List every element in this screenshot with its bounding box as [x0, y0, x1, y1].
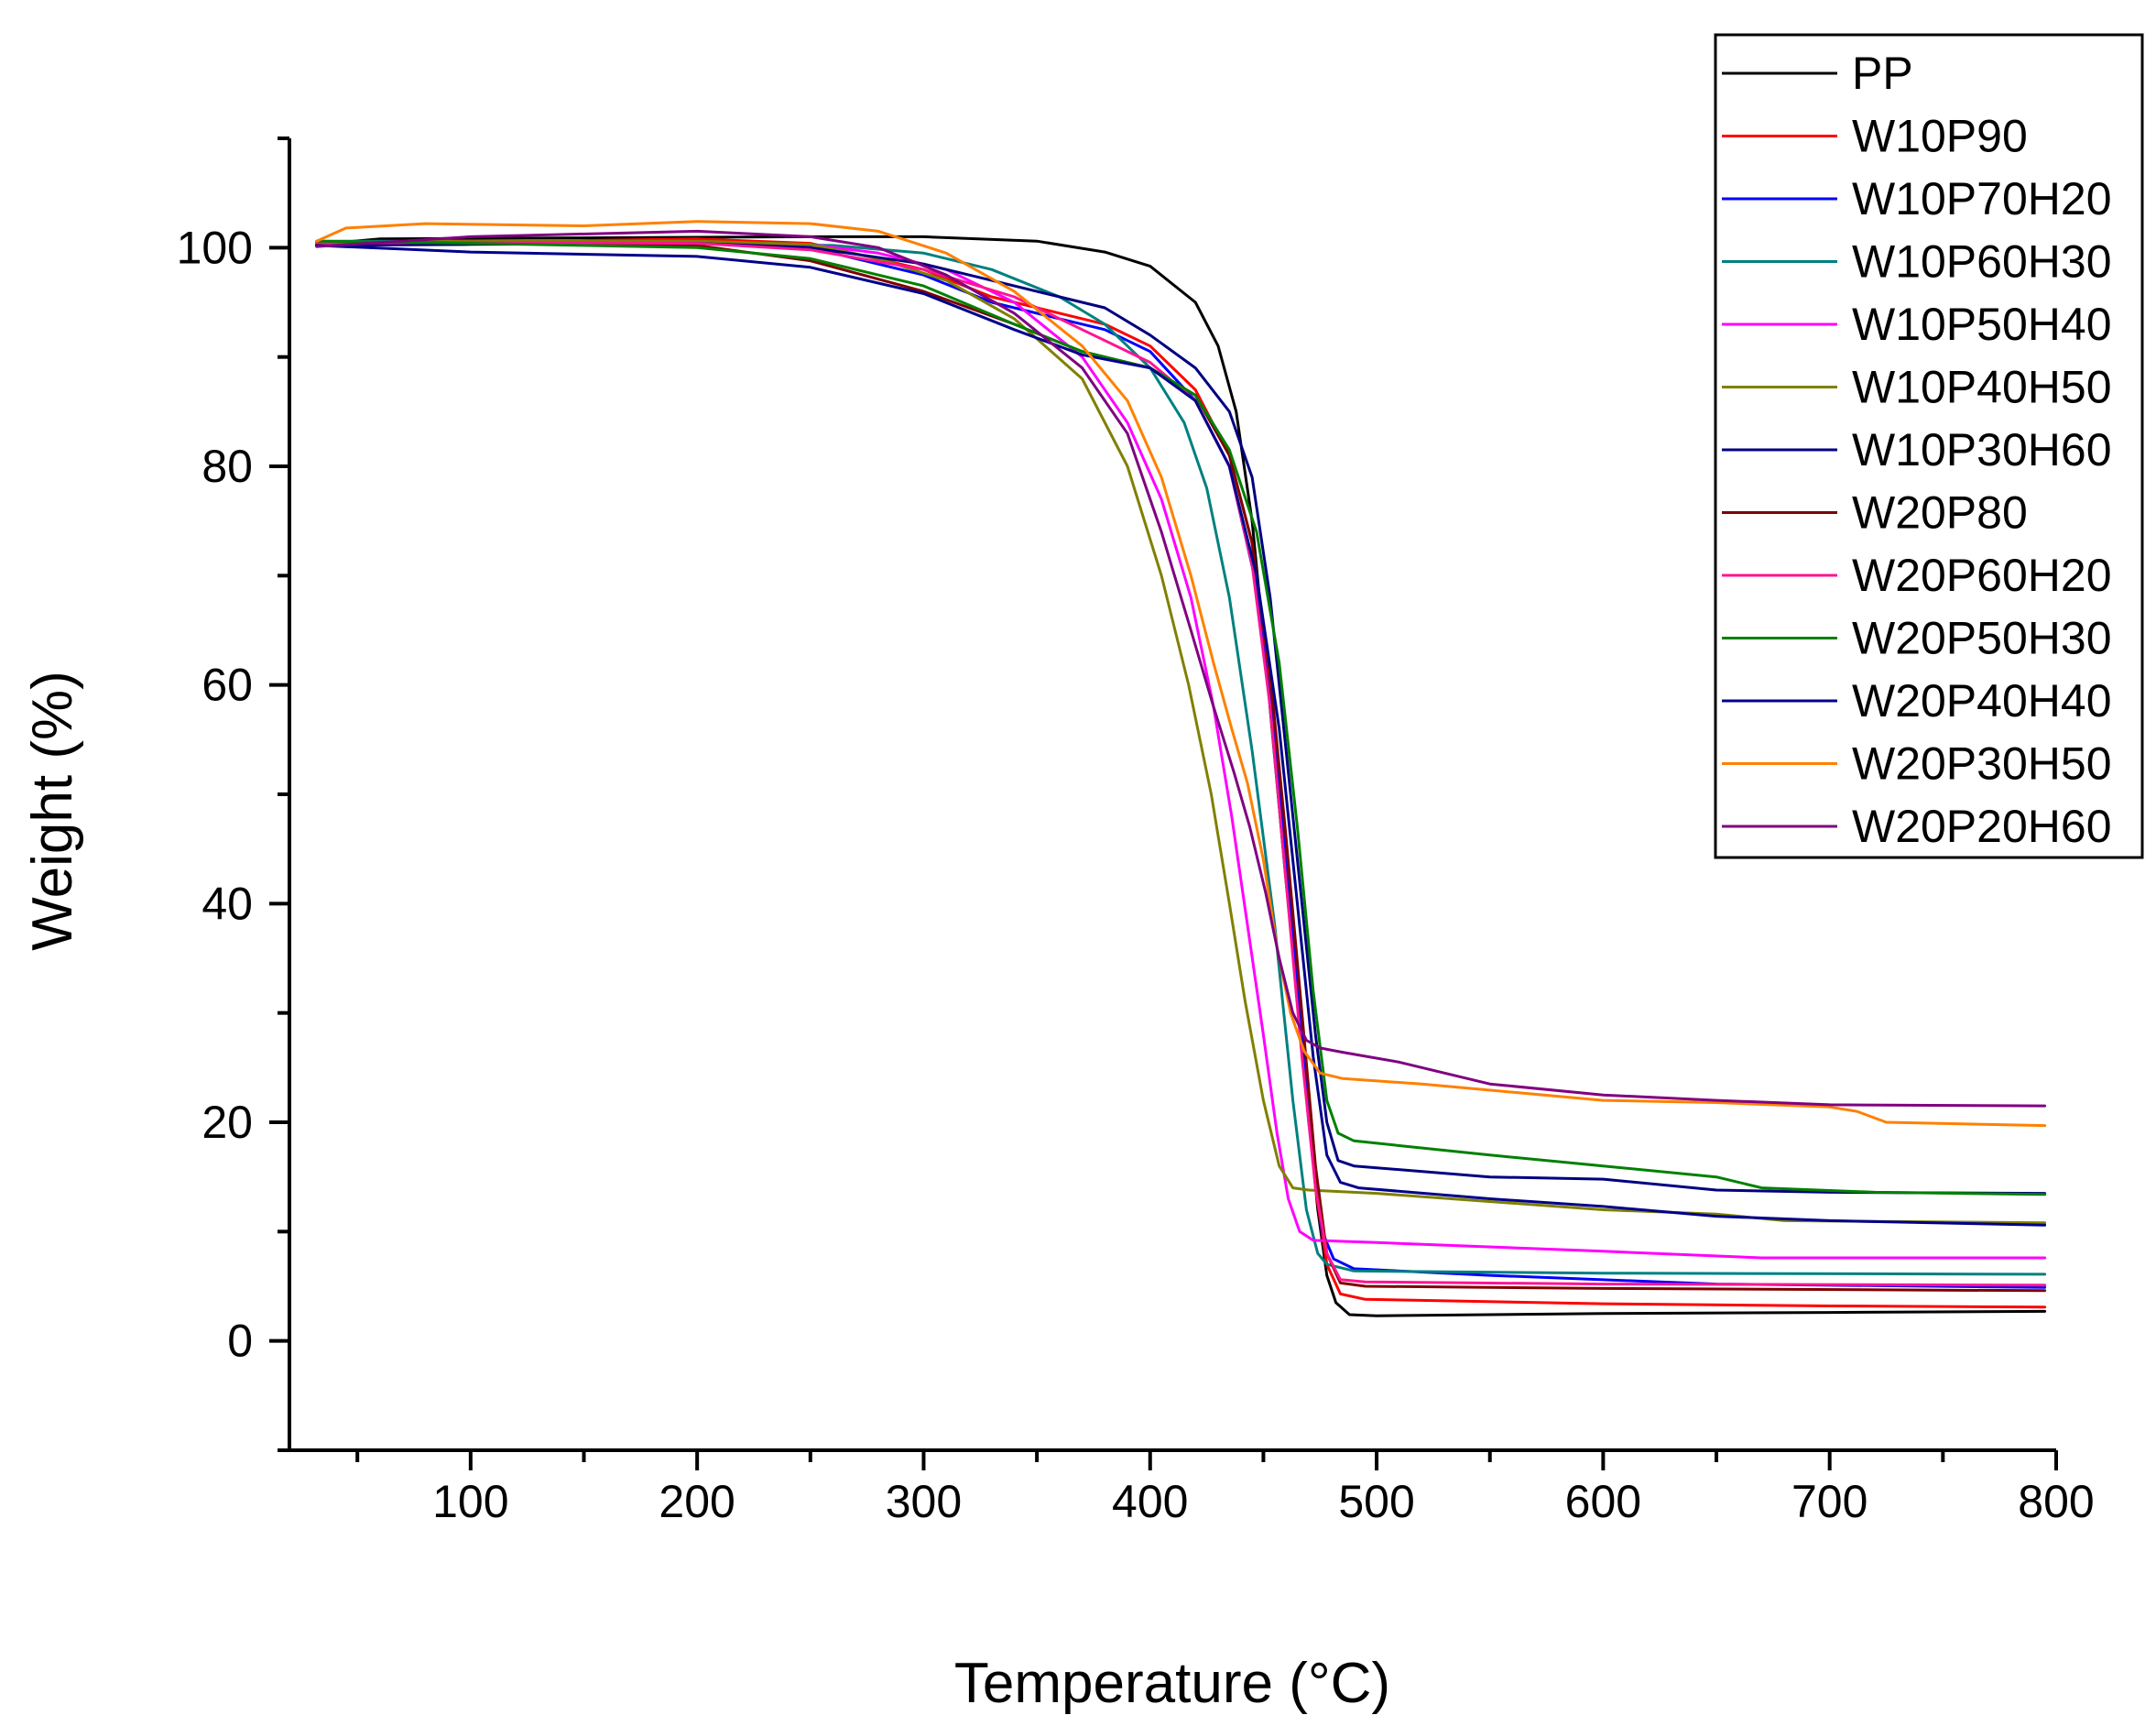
- x-tick-label: 600: [1565, 1476, 1641, 1527]
- legend-label-w20p50h30: W20P50H30: [1852, 613, 2112, 664]
- x-tick-label: 100: [432, 1476, 508, 1527]
- series-line-w20p50h30: [315, 239, 2047, 1196]
- legend-label-w20p80: W20P80: [1852, 487, 2028, 539]
- series-line-w10p60h30: [315, 239, 2047, 1276]
- y-axis-title: Weight (%): [21, 671, 84, 951]
- series-line-w10p30h60: [315, 242, 2047, 1196]
- legend-label-w10p90: W10P90: [1852, 111, 2028, 162]
- ticks: 100 200 300 400 500 600 700 800 0 20 40 60 80 100: [177, 137, 2095, 1527]
- x-tick-label: 700: [1791, 1476, 1867, 1527]
- legend: PP W10P90 W10P70H20 W10P60H30 W10P50H40 W10P4…: [1714, 33, 2144, 859]
- series-lines: [315, 220, 2047, 1317]
- y-tick-label: 20: [201, 1097, 253, 1148]
- y-tick-label: 100: [177, 222, 253, 273]
- legend-label-w10p60h30: W10P60H30: [1852, 236, 2112, 288]
- x-tick-label: 800: [2018, 1476, 2094, 1527]
- legend-items: PP W10P90 W10P70H20 W10P60H30 W10P50H40 W10P4…: [1722, 48, 2112, 852]
- series-line-w20p40h40: [315, 244, 2047, 1227]
- legend-label-w10p40h50: W10P40H50: [1852, 362, 2112, 413]
- legend-box: [1714, 33, 2144, 859]
- legend-label-w10p30h60: W10P30H60: [1852, 424, 2112, 475]
- series-line-w20p30h50: [315, 220, 2047, 1128]
- legend-label-w10p70h20: W10P70H20: [1852, 173, 2112, 224]
- legend-label-w20p40h40: W20P40H40: [1852, 675, 2112, 726]
- legend-label-w20p60h20: W20P60H20: [1852, 550, 2112, 601]
- x-axis-title: Temperature (°C): [954, 1652, 1390, 1715]
- y-tick-label: 0: [227, 1316, 253, 1367]
- x-tick-label: 200: [659, 1476, 735, 1527]
- x-tick-label: 300: [886, 1476, 962, 1527]
- y-tick-label: 80: [201, 441, 253, 492]
- x-tick-label: 500: [1338, 1476, 1414, 1527]
- y-tick-label: 40: [201, 878, 253, 929]
- legend-label-w20p30h50: W20P30H50: [1852, 738, 2112, 790]
- legend-label-w10p50h40: W10P50H40: [1852, 299, 2112, 350]
- series-line-w20p20h60: [315, 229, 2047, 1108]
- legend-label-pp: PP: [1852, 48, 1913, 99]
- y-tick-label: 60: [201, 660, 253, 711]
- legend-label-w20p20h60: W20P20H60: [1852, 801, 2112, 852]
- x-tick-label: 400: [1112, 1476, 1188, 1527]
